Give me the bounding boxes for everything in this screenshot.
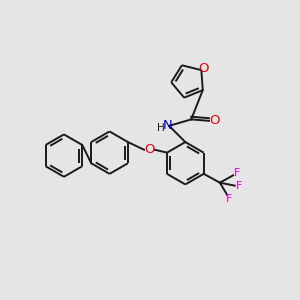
Text: N: N xyxy=(163,119,172,132)
Text: H: H xyxy=(157,123,165,133)
Text: F: F xyxy=(236,182,242,191)
Text: O: O xyxy=(209,114,220,127)
Text: O: O xyxy=(144,143,154,156)
Text: F: F xyxy=(226,194,233,204)
Text: O: O xyxy=(199,62,209,75)
Text: F: F xyxy=(234,168,240,178)
